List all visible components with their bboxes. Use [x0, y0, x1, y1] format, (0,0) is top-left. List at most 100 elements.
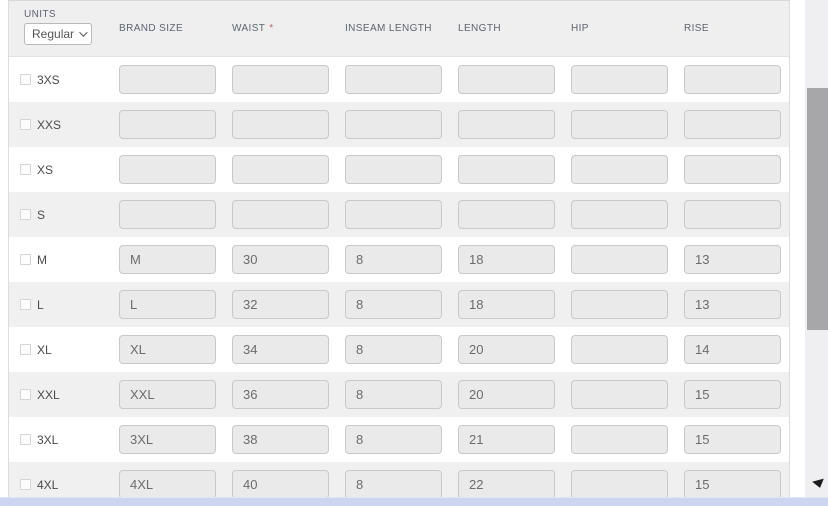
cell-input-brand_size[interactable] [119, 65, 216, 94]
vertical-scrollbar-thumb[interactable] [807, 88, 828, 330]
cell-input-brand_size[interactable] [119, 425, 216, 454]
cell-input-waist[interactable] [232, 470, 329, 499]
cell-brand_size [111, 380, 224, 409]
cell-input-hip[interactable] [571, 425, 668, 454]
cell-inseam_length [337, 470, 450, 499]
cell-waist [224, 245, 337, 274]
cell-input-rise[interactable] [684, 110, 781, 139]
cell-input-length[interactable] [458, 65, 555, 94]
row-checkbox[interactable] [20, 209, 31, 220]
cell-input-hip[interactable] [571, 290, 668, 319]
row-checkbox[interactable] [20, 344, 31, 355]
cell-input-length[interactable] [458, 335, 555, 364]
cell-input-rise[interactable] [684, 380, 781, 409]
cell-input-rise[interactable] [684, 290, 781, 319]
cell-input-hip[interactable] [571, 110, 668, 139]
table-row: XXS [9, 102, 789, 147]
cell-input-length[interactable] [458, 155, 555, 184]
cell-input-brand_size[interactable] [119, 245, 216, 274]
cell-input-rise[interactable] [684, 65, 781, 94]
cell-input-inseam_length[interactable] [345, 155, 442, 184]
cell-input-length[interactable] [458, 200, 555, 229]
cell-waist [224, 380, 337, 409]
cell-input-hip[interactable] [571, 200, 668, 229]
row-checkbox[interactable] [20, 299, 31, 310]
cell-input-length[interactable] [458, 110, 555, 139]
size-cell: XXS [9, 118, 111, 132]
cell-input-hip[interactable] [571, 335, 668, 364]
required-asterisk: * [269, 23, 274, 34]
cell-input-length[interactable] [458, 380, 555, 409]
cell-input-length[interactable] [458, 425, 555, 454]
size-cell: S [9, 208, 111, 222]
row-checkbox[interactable] [20, 434, 31, 445]
cell-length [450, 425, 563, 454]
cell-input-waist[interactable] [232, 65, 329, 94]
cell-input-rise[interactable] [684, 335, 781, 364]
cell-input-brand_size[interactable] [119, 110, 216, 139]
cell-input-brand_size[interactable] [119, 380, 216, 409]
cell-input-inseam_length[interactable] [345, 470, 442, 499]
cell-input-inseam_length[interactable] [345, 425, 442, 454]
row-checkbox[interactable] [20, 254, 31, 265]
cell-input-inseam_length[interactable] [345, 245, 442, 274]
cell-rise [676, 65, 789, 94]
horizontal-scrollbar[interactable] [0, 497, 828, 506]
cell-input-hip[interactable] [571, 380, 668, 409]
cell-input-brand_size[interactable] [119, 290, 216, 319]
cell-input-waist[interactable] [232, 425, 329, 454]
cell-input-brand_size[interactable] [119, 155, 216, 184]
size-label: S [37, 207, 46, 222]
cell-input-rise[interactable] [684, 470, 781, 499]
cell-input-waist[interactable] [232, 335, 329, 364]
cell-input-brand_size[interactable] [119, 200, 216, 229]
size-label: L [37, 297, 44, 312]
vertical-scrollbar-track[interactable] [805, 0, 828, 506]
cell-input-inseam_length[interactable] [345, 335, 442, 364]
cell-input-hip[interactable] [571, 470, 668, 499]
cell-input-length[interactable] [458, 245, 555, 274]
cell-input-brand_size[interactable] [119, 335, 216, 364]
cell-input-rise[interactable] [684, 155, 781, 184]
cell-input-inseam_length[interactable] [345, 110, 442, 139]
cell-input-rise[interactable] [684, 425, 781, 454]
cell-input-hip[interactable] [571, 155, 668, 184]
cell-input-hip[interactable] [571, 65, 668, 94]
row-checkbox[interactable] [20, 74, 31, 85]
cell-input-waist[interactable] [232, 245, 329, 274]
size-label: XS [37, 162, 54, 177]
cell-input-inseam_length[interactable] [345, 200, 442, 229]
cell-input-waist[interactable] [232, 380, 329, 409]
cell-input-length[interactable] [458, 290, 555, 319]
cell-brand_size [111, 65, 224, 94]
row-checkbox[interactable] [20, 119, 31, 130]
cell-length [450, 155, 563, 184]
row-checkbox[interactable] [20, 479, 31, 490]
cell-inseam_length [337, 380, 450, 409]
units-select[interactable]: Regular [24, 23, 92, 45]
cell-hip [563, 65, 676, 94]
cell-rise [676, 200, 789, 229]
cell-input-waist[interactable] [232, 155, 329, 184]
cell-input-length[interactable] [458, 470, 555, 499]
cell-input-waist[interactable] [232, 110, 329, 139]
cell-input-hip[interactable] [571, 245, 668, 274]
cell-input-waist[interactable] [232, 200, 329, 229]
cell-input-rise[interactable] [684, 200, 781, 229]
cell-input-inseam_length[interactable] [345, 380, 442, 409]
table-row: S [9, 192, 789, 237]
cell-input-brand_size[interactable] [119, 470, 216, 499]
column-header-label: HIP [571, 23, 589, 34]
cell-waist [224, 110, 337, 139]
size-cell: 4XL [9, 478, 111, 492]
row-checkbox[interactable] [20, 389, 31, 400]
size-label: M [37, 252, 47, 267]
cell-input-inseam_length[interactable] [345, 290, 442, 319]
cell-hip [563, 245, 676, 274]
column-header-rise: RISE [676, 1, 789, 56]
cell-input-inseam_length[interactable] [345, 65, 442, 94]
row-checkbox[interactable] [20, 164, 31, 175]
cell-hip [563, 200, 676, 229]
cell-input-rise[interactable] [684, 245, 781, 274]
cell-input-waist[interactable] [232, 290, 329, 319]
